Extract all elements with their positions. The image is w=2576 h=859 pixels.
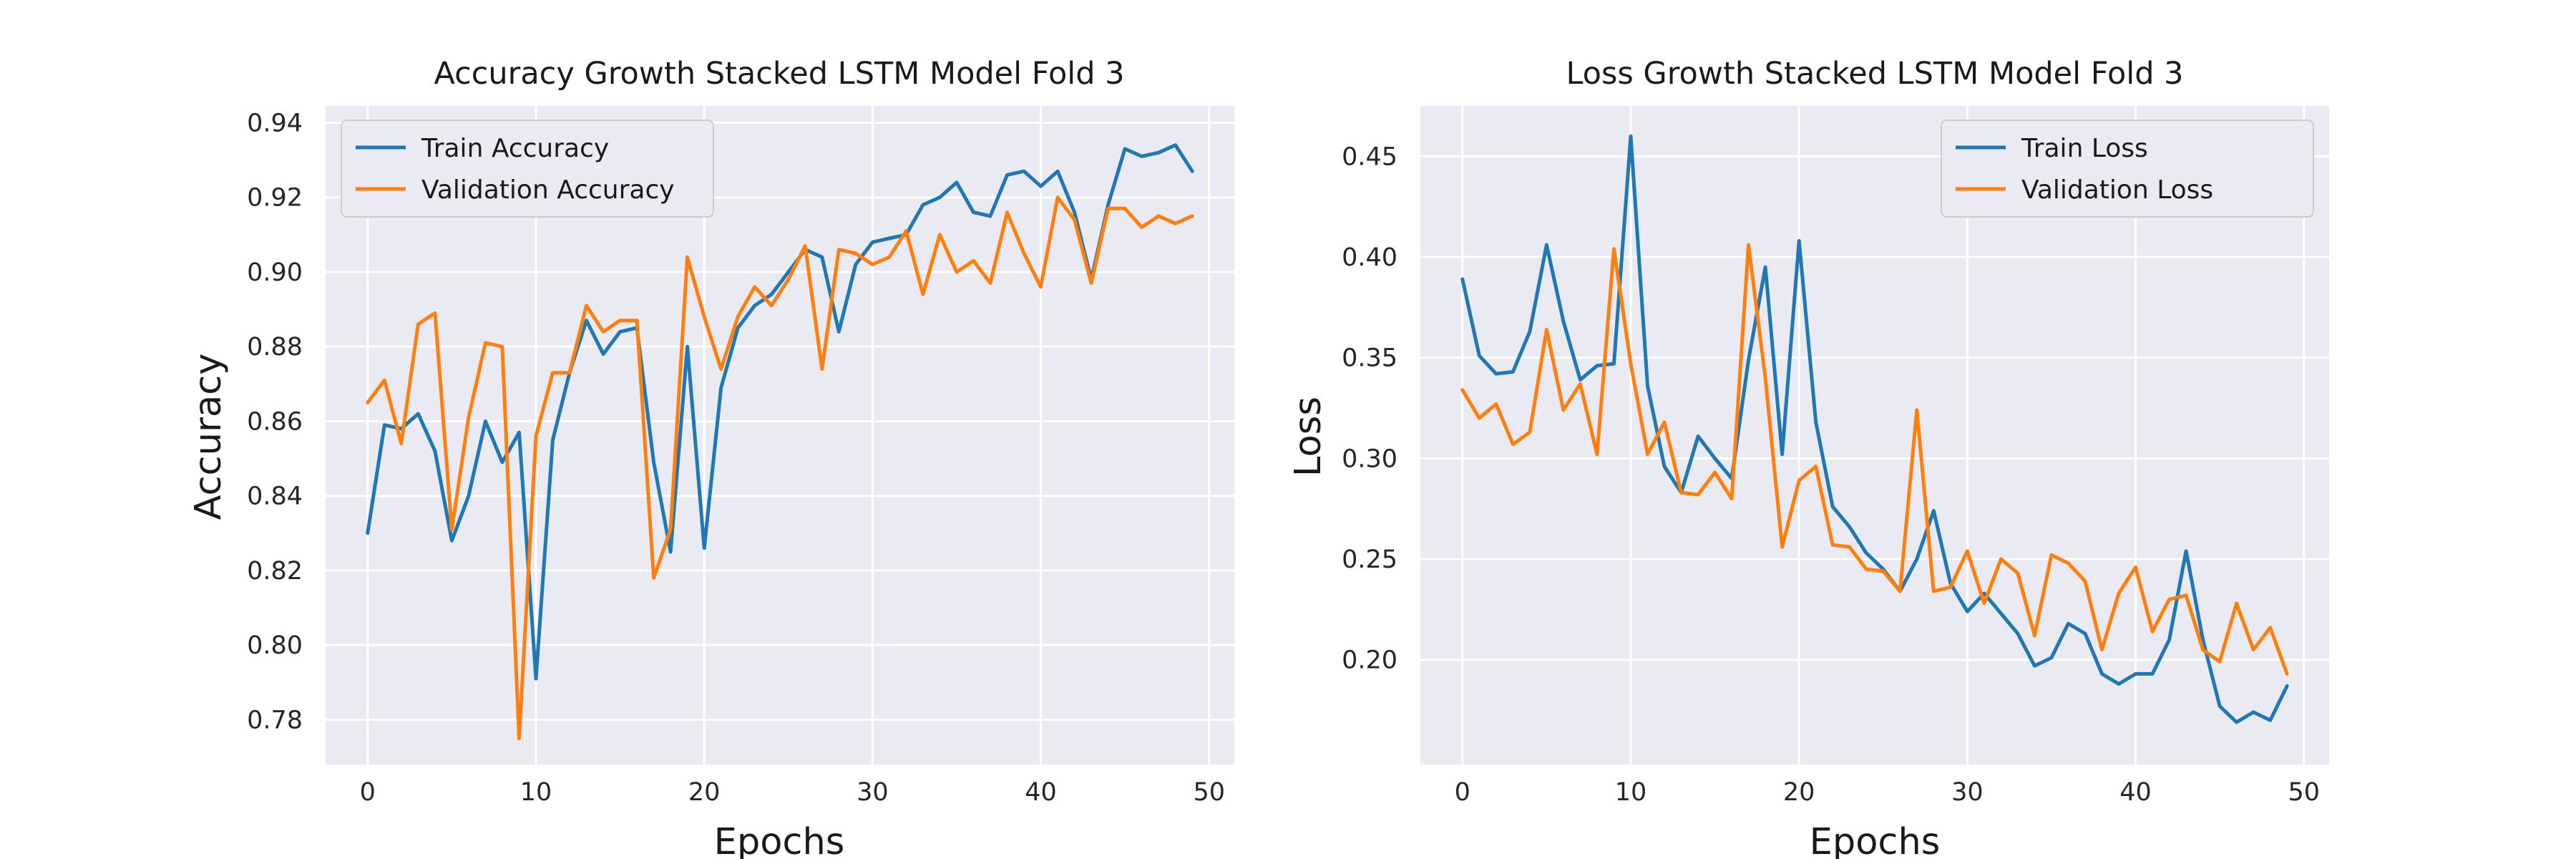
loss-x-tick-label: 10	[1615, 778, 1647, 807]
accuracy-chart-xlabel: Epochs	[714, 821, 845, 859]
accuracy-x-tick-label: 0	[360, 778, 376, 807]
accuracy-x-tick-label: 50	[1193, 778, 1225, 807]
accuracy-legend-label: Train Accuracy	[421, 134, 609, 163]
loss-legend-label: Validation Loss	[2021, 175, 2213, 205]
loss-series-line-train	[1460, 134, 2289, 724]
accuracy-y-tick-label: 0.82	[247, 557, 303, 586]
loss-x-tick-label: 30	[1951, 778, 1984, 807]
accuracy-y-tick-label: 0.94	[247, 109, 303, 137]
loss-y-tick-label: 0.30	[1342, 445, 1397, 473]
loss-y-tick-label: 0.20	[1342, 646, 1397, 675]
accuracy-series-line-train	[366, 143, 1194, 681]
accuracy-y-tick-label: 0.80	[247, 631, 303, 660]
accuracy-series-line-validation	[366, 195, 1194, 740]
loss-chart-ylabel: Loss	[1287, 397, 1330, 477]
loss-x-tick-label: 50	[2288, 778, 2320, 807]
loss-y-tick-label: 0.45	[1342, 142, 1397, 171]
accuracy-y-tick-label: 0.78	[247, 706, 303, 734]
loss-x-tick-label: 20	[1783, 778, 1815, 807]
accuracy-chart-title: Accuracy Growth Stacked LSTM Model Fold …	[434, 56, 1124, 92]
loss-legend-label: Train Loss	[2021, 134, 2148, 163]
loss-y-tick-label: 0.40	[1342, 243, 1397, 272]
accuracy-x-tick-label: 10	[520, 778, 552, 807]
loss-chart-xlabel: Epochs	[1810, 821, 1941, 859]
accuracy-chart: Accuracy Growth Stacked LSTM Model Fold …	[187, 56, 1234, 859]
accuracy-y-tick-label: 0.84	[247, 482, 303, 511]
accuracy-legend-label: Validation Accuracy	[421, 175, 675, 205]
loss-grid	[1420, 106, 2329, 765]
loss-chart-title: Loss Growth Stacked LSTM Model Fold 3	[1566, 56, 2183, 92]
accuracy-legend-box	[341, 120, 714, 218]
accuracy-x-tick-label: 40	[1025, 778, 1057, 807]
accuracy-y-tick-label: 0.88	[247, 333, 303, 361]
accuracy-x-tick-label: 30	[857, 778, 889, 807]
accuracy-y-tick-label: 0.90	[247, 258, 303, 287]
loss-x-tick-label: 40	[2119, 778, 2152, 807]
loss-series-line-validation	[1460, 243, 2289, 676]
loss-legend: Train Loss Validation Loss	[1941, 120, 2314, 218]
accuracy-x-tick-label: 20	[688, 778, 721, 807]
loss-y-tick-label: 0.25	[1342, 545, 1397, 574]
loss-x-tick-label: 0	[1455, 778, 1470, 807]
loss-y-tick-label: 0.35	[1342, 344, 1397, 373]
accuracy-y-tick-label: 0.86	[247, 407, 303, 436]
loss-chart: Loss Growth Stacked LSTM Model Fold 3 Ep…	[1287, 56, 2329, 859]
accuracy-y-tick-label: 0.92	[247, 184, 303, 213]
loss-legend-box	[1941, 120, 2314, 218]
accuracy-legend: Train Accuracy Validation Accuracy	[341, 120, 714, 218]
accuracy-chart-ylabel: Accuracy	[187, 354, 230, 520]
